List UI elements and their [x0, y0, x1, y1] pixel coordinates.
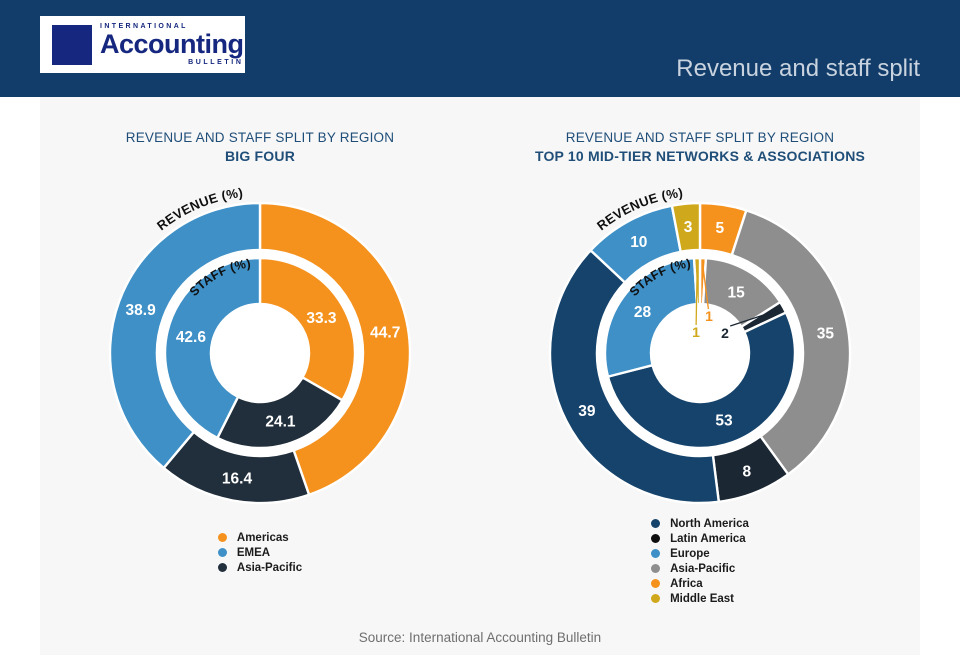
chart-big-four: REVENUE AND STAFF SPLIT BY REGION BIG FO… — [40, 97, 480, 608]
legend-label: Africa — [670, 577, 703, 590]
legend-dot-icon — [651, 534, 661, 543]
chart-title-line1: REVENUE AND STAFF SPLIT BY REGION — [565, 130, 835, 145]
slice-value-label: 2 — [721, 325, 729, 341]
slice-value-label: 33.3 — [306, 310, 337, 327]
donut-hole — [211, 304, 309, 402]
legend-dot-icon — [217, 563, 227, 572]
donut-chart-mid-tier: 5 35 8 39 10 3 1 15 2 53 28 1 REVENUE (%) STAFF (%) — [528, 183, 872, 528]
logo-line-international: INTERNATIONAL — [100, 23, 188, 30]
legend-label: Americas — [236, 531, 289, 544]
slice-value-label: 39 — [578, 403, 596, 420]
logo-line-bulletin: BULLETIN — [188, 59, 244, 66]
legend-item: Middle East — [651, 591, 749, 606]
chart-panel: REVENUE AND STAFF SPLIT BY REGION BIG FO… — [40, 97, 920, 655]
legend-label: Middle East — [670, 592, 734, 605]
slice-value-label: 3 — [684, 219, 693, 236]
ring-gap — [596, 249, 804, 457]
legend-item: Latin America — [651, 531, 749, 546]
slice-value-label: 15 — [728, 284, 746, 301]
ring-gap — [156, 249, 364, 457]
callout-leader-line — [702, 264, 710, 310]
chart-subtitle: TOP 10 MID-TIER NETWORKS & ASSOCIATIONS — [534, 148, 866, 164]
logo-line-accounting: Accounting — [100, 29, 244, 59]
slice-value-label: 35 — [817, 326, 835, 343]
slice-value-label: 1 — [692, 324, 700, 340]
charts-row: REVENUE AND STAFF SPLIT BY REGION BIG FO… — [40, 97, 920, 608]
legend-dot-icon — [217, 548, 227, 557]
legend-item: Asia-Pacific — [651, 561, 749, 576]
legend-mid-tier: North America Latin America Europe Asia-Pac… — [651, 516, 749, 606]
slice-value-label: 8 — [742, 464, 751, 481]
legend-label: Europe — [670, 547, 710, 560]
page-title: Revenue and staff split — [676, 55, 920, 82]
legend-item: Americas — [217, 530, 302, 545]
legend-dot-icon — [217, 533, 227, 542]
slice-value-label: 42.6 — [176, 329, 207, 346]
callout-leader-line — [730, 309, 778, 327]
callout-leader-line — [695, 265, 698, 326]
legend-big-four: Americas EMEA Asia-Pacific — [217, 530, 303, 575]
logo-text: INTERNATIONAL Accounting BULLETIN — [100, 23, 244, 66]
slice-value-label: 28 — [634, 304, 652, 321]
slice-value-label: 16.4 — [222, 470, 253, 487]
donut-chart-big-four: 44.7 16.4 38.9 33.3 24.1 42.6 REVENUE (%) STAFF… — [88, 183, 432, 528]
legend-item: Asia-Pacific — [217, 560, 303, 575]
source-note: Source: International Accounting Bulleti… — [358, 630, 602, 645]
slice-value-label: 38.9 — [126, 302, 157, 319]
slice-value-label: 53 — [715, 412, 733, 429]
slice-value-label: 1 — [705, 308, 713, 324]
legend-label: EMEA — [236, 546, 271, 559]
header-bar: INTERNATIONAL Accounting BULLETIN Revenu… — [0, 0, 960, 97]
iab-logo: INTERNATIONAL Accounting BULLETIN — [40, 16, 245, 73]
slice-value-label: 5 — [716, 220, 725, 237]
legend-dot-icon — [651, 564, 661, 573]
legend-item: EMEA — [217, 545, 302, 560]
slice-value-label: 24.1 — [265, 413, 296, 430]
legend-label: North America — [670, 517, 749, 530]
legend-label: Latin America — [670, 532, 746, 545]
chart-title: REVENUE AND STAFF SPLIT BY REGION BIG FO… — [126, 129, 394, 165]
donut-hole — [651, 304, 749, 402]
chart-subtitle: BIG FOUR — [224, 148, 296, 164]
legend-label: Asia-Pacific — [236, 561, 303, 574]
legend-dot-icon — [651, 549, 661, 558]
chart-mid-tier: REVENUE AND STAFF SPLIT BY REGION TOP 10… — [480, 97, 920, 608]
legend-dot-icon — [651, 579, 661, 588]
slice-value-label: 44.7 — [370, 324, 400, 341]
legend-label: Asia-Pacific — [670, 562, 736, 575]
legend-item: North America — [651, 516, 749, 531]
slice-value-label: 10 — [630, 234, 647, 251]
legend-dot-icon — [651, 594, 661, 603]
legend-dot-icon — [651, 519, 661, 528]
chart-title: REVENUE AND STAFF SPLIT BY REGION TOP 10… — [535, 129, 865, 165]
legend-item: Africa — [651, 576, 749, 591]
logo-square-icon — [52, 24, 92, 65]
chart-title-line1: REVENUE AND STAFF SPLIT BY REGION — [125, 130, 395, 145]
legend-item: Europe — [651, 546, 749, 561]
